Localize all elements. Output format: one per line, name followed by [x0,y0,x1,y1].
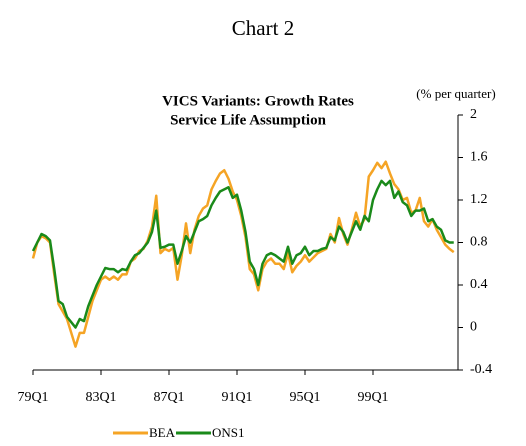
x-tick-label: 91Q1 [221,390,252,405]
legend-label: ONS1 [212,425,245,440]
x-tick-label: 83Q1 [85,390,116,405]
x-tick-label: 95Q1 [289,390,320,405]
y-axis-label: (% per quarter) [416,86,495,101]
y-tick-label: 0 [470,320,477,335]
y-tick-label: 0.8 [470,235,488,250]
y-tick-label: 0.4 [470,277,488,292]
line-1 [31,179,454,329]
chart-subtitle: Service Life Assumption [170,112,326,128]
x-tick-label: 99Q1 [357,390,388,405]
line-0 [31,160,455,348]
chart-title: VICS Variants: Growth Rates [162,93,354,109]
x-tick-label: 79Q1 [17,390,48,405]
x-tick-label: 87Q1 [153,390,184,405]
page-title: Chart 2 [232,16,294,40]
y-tick-label: -0.4 [470,362,492,377]
legend-label: BEA [149,425,176,440]
y-tick-label: 2 [470,107,477,122]
y-tick-label: 1.6 [470,150,488,165]
y-tick-label: 1.2 [470,192,488,207]
